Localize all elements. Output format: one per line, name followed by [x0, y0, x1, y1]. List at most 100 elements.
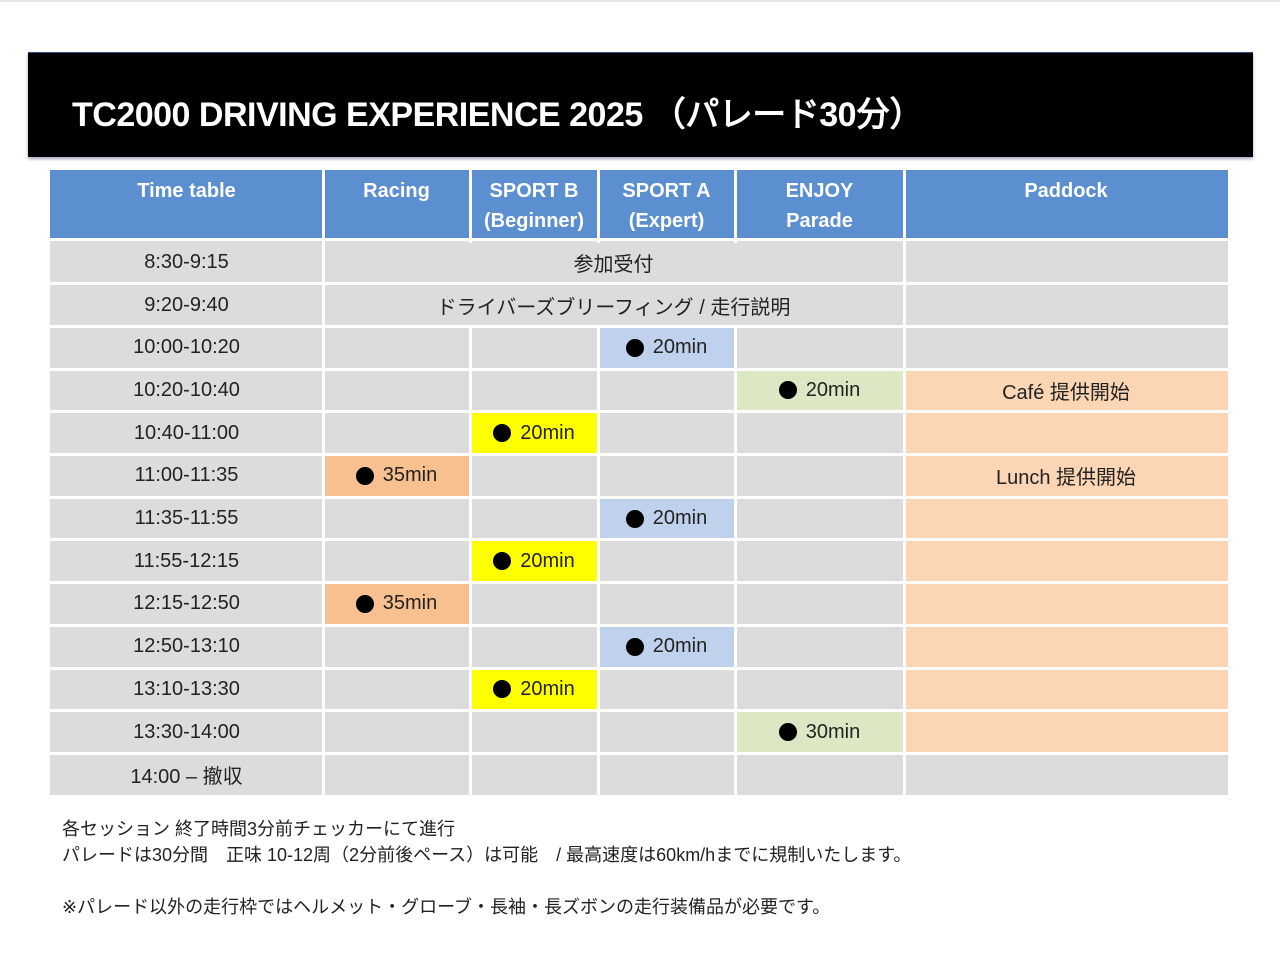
paddock-label: Café 提供開始 [1002, 381, 1130, 404]
paddock-cell [904, 539, 1228, 583]
header-sublabel: Parade [786, 210, 853, 232]
header-label: SPORT A [622, 180, 711, 202]
title-banner: TC2000 DRIVING EXPERIENCE 2025 （パレード30分） [28, 52, 1253, 157]
paddock-cell [904, 411, 1228, 455]
time-cell: 13:10-13:30 [50, 668, 323, 711]
session-cell-enjoy [735, 582, 904, 626]
grid-divider [50, 709, 1228, 713]
session-cell-racing [323, 326, 470, 370]
session-cell-racing [323, 625, 470, 668]
span-event-cell: ドライバーズブリーフィング / 走行説明 [325, 285, 902, 325]
paddock-cell [904, 668, 1228, 711]
session-cell-enjoy [735, 454, 904, 498]
grid-divider [50, 238, 1228, 241]
page-title: TC2000 DRIVING EXPERIENCE 2025 （パレード30分） [72, 96, 924, 134]
session-cell-enjoy: 20min [735, 369, 904, 412]
session-cell-racing [323, 710, 470, 754]
time-cell: 12:15-12:50 [50, 582, 323, 626]
session-cell-racing [323, 497, 470, 540]
bullet-dot-icon [355, 594, 374, 613]
paddock-cell [904, 753, 1228, 797]
header-sublabel: (Expert) [628, 210, 705, 232]
note-line: 各セッション 終了時間3分前チェッカーにて進行 [62, 819, 456, 839]
session-cell-racing [323, 539, 470, 583]
time-cell: 14:00 – 撤収 [50, 753, 323, 797]
session-cell-racing: 35min [323, 454, 470, 498]
span-event-label: ドライバーズブリーフィング / 走行説明 [436, 296, 791, 319]
time-cell: 11:35-11:55 [50, 497, 323, 540]
grid-divider [50, 666, 1228, 670]
bullet-dot-icon [355, 466, 374, 485]
bullet-dot-icon [493, 424, 512, 443]
session-cell-sport-a: 20min [598, 326, 735, 370]
grid-divider [50, 367, 1228, 371]
time-label: 13:30-14:00 [133, 720, 240, 743]
session-duration: 20min [520, 549, 575, 572]
session-duration: 20min [520, 421, 575, 444]
paddock-cell: Lunch 提供開始 [904, 454, 1228, 498]
time-cell: 10:00-10:20 [50, 326, 323, 370]
time-label: 9:20-9:40 [144, 293, 229, 316]
session-cell-enjoy [735, 668, 904, 711]
paddock-cell [904, 582, 1228, 626]
session-cell-sport-a [598, 539, 735, 583]
session-duration: 20min [805, 378, 861, 401]
grid-divider [50, 538, 1228, 542]
time-label: 12:15-12:50 [133, 592, 240, 615]
session-cell-sport-a: 20min [598, 625, 735, 668]
time-label: 13:10-13:30 [133, 677, 240, 700]
note-line: ※パレード以外の走行枠ではヘルメット・グローブ・長袖・長ズボンの走行装備品が必要… [62, 897, 831, 917]
header-label: ENJOY [785, 180, 854, 202]
session-cell-racing [323, 411, 470, 455]
paddock-cell: Café 提供開始 [904, 369, 1228, 412]
grid-divider [50, 282, 1228, 286]
session-cell-sport-b: 20min [470, 668, 598, 711]
bullet-dot-icon [625, 637, 644, 656]
session-cell-racing: 35min [323, 582, 470, 626]
session-cell-sport-a [598, 668, 735, 711]
paddock-cell [904, 710, 1228, 754]
session-cell-sport-a: 20min [598, 497, 735, 540]
session-cell-sport-a [598, 369, 735, 412]
time-cell: 10:40-11:00 [50, 411, 323, 455]
session-cell-sport-b [470, 369, 598, 412]
paddock-cell [904, 283, 1228, 327]
grid-divider [50, 581, 1228, 585]
session-cell-enjoy [735, 411, 904, 455]
session-cell-racing [323, 369, 470, 412]
time-label: 10:40-11:00 [133, 421, 240, 444]
grid-divider [469, 170, 472, 797]
header-enjoy: ENJOY Parade [735, 170, 904, 238]
bullet-dot-icon [778, 381, 797, 400]
note-line: パレードは30分間 正味 10-12周（2分前後ペース）は可能 / 最高速度は6… [62, 845, 912, 865]
session-duration: 20min [520, 677, 575, 700]
grid-divider [50, 453, 1228, 456]
paddock-label: Lunch 提供開始 [995, 467, 1137, 490]
time-label: 10:00-10:20 [133, 336, 240, 359]
header-sublabel: (Beginner) [484, 210, 584, 232]
session-cell-sport-a [598, 582, 735, 626]
paddock-cell [904, 497, 1228, 540]
header-time-table: Time table [50, 170, 323, 238]
session-cell-sport-b [470, 326, 598, 370]
span-event-cell: 参加受付 [325, 242, 902, 283]
time-cell: 11:00-11:35 [50, 454, 323, 498]
time-cell: 12:50-13:10 [50, 625, 323, 668]
top-divider [0, 0, 1280, 2]
time-label: 14:00 – 撤収 [130, 766, 243, 789]
session-cell-enjoy [735, 753, 904, 797]
session-cell-sport-a [598, 753, 735, 797]
session-cell-enjoy [735, 497, 904, 540]
session-cell-sport-b [470, 582, 598, 626]
header-label: Racing [363, 180, 430, 202]
grid-divider [50, 495, 1228, 499]
grid-divider [597, 170, 600, 797]
grid-divider [322, 170, 325, 797]
session-cell-sport-b [470, 454, 598, 498]
time-cell: 9:20-9:40 [50, 283, 323, 327]
header-label: SPORT B [489, 180, 579, 202]
session-cell-enjoy [735, 326, 904, 370]
time-cell: 11:55-12:15 [50, 539, 323, 583]
session-duration: 20min [652, 507, 708, 530]
bullet-dot-icon [778, 723, 797, 742]
